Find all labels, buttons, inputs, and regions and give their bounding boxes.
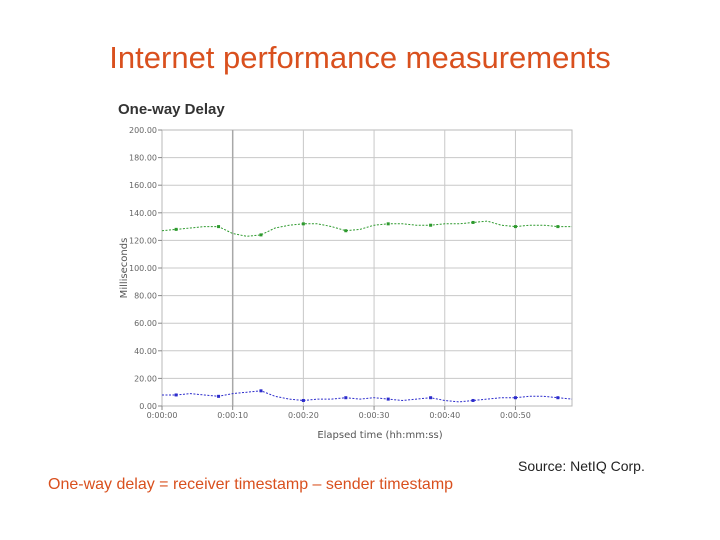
x-tick-label: 0:00:30	[359, 411, 390, 420]
y-tick-label: 100.00	[129, 264, 157, 273]
data-point-marker	[513, 396, 517, 400]
data-point-marker	[471, 398, 475, 402]
chart-title: One-way Delay	[118, 101, 225, 118]
data-point-marker	[429, 396, 433, 400]
data-point-marker	[259, 233, 263, 237]
data-point-marker	[174, 227, 178, 231]
x-tick-label: 0:00:10	[217, 411, 248, 420]
y-tick-label: 140.00	[129, 209, 157, 218]
data-point-marker	[344, 396, 348, 400]
data-point-marker	[217, 225, 221, 229]
y-tick-label: 200.00	[129, 126, 157, 135]
data-point-marker	[556, 225, 560, 229]
y-tick-label: 180.00	[129, 154, 157, 163]
data-point-marker	[513, 225, 517, 229]
x-tick-label: 0:00:20	[288, 411, 319, 420]
data-point-marker	[174, 393, 178, 397]
data-point-marker	[301, 398, 305, 402]
source-credit: Source: NetIQ Corp.	[518, 458, 645, 474]
data-point-marker	[556, 396, 560, 400]
x-axis-label: Elapsed time (hh:mm:ss)	[317, 430, 442, 441]
series-line-1	[161, 220, 572, 237]
y-tick-label: 120.00	[129, 236, 157, 245]
x-tick-label: 0:00:50	[500, 411, 531, 420]
y-tick-label: 40.00	[134, 347, 157, 356]
delay-formula-caption: One-way delay = receiver timestamp – sen…	[48, 476, 454, 493]
series-line-2	[162, 390, 573, 403]
data-point-marker	[301, 222, 305, 226]
slide-title: Internet performance measurements	[109, 40, 611, 75]
x-tick-label: 0:00:00	[147, 411, 178, 420]
grid-lines	[162, 130, 572, 406]
y-tick-label: 20.00	[134, 374, 157, 383]
data-point-marker	[429, 223, 433, 227]
data-point-marker	[344, 229, 348, 233]
x-tick-label: 0:00:40	[429, 411, 460, 420]
data-point-marker	[259, 389, 263, 393]
axis-layer: 0.00 20.00 40.00 60.00 80.00 100.00 120.00 140.…	[129, 126, 531, 420]
y-tick-label: 0.00	[139, 402, 157, 411]
y-axis-label: Milliseconds	[119, 238, 130, 299]
series-layer	[161, 220, 573, 403]
data-point-marker	[217, 394, 221, 398]
data-point-marker	[386, 397, 390, 401]
y-tick-label: 160.00	[129, 181, 157, 190]
data-point-marker	[386, 222, 390, 226]
y-tick-label: 60.00	[134, 319, 157, 328]
data-point-marker	[471, 220, 475, 224]
y-tick-label: 80.00	[134, 292, 157, 301]
